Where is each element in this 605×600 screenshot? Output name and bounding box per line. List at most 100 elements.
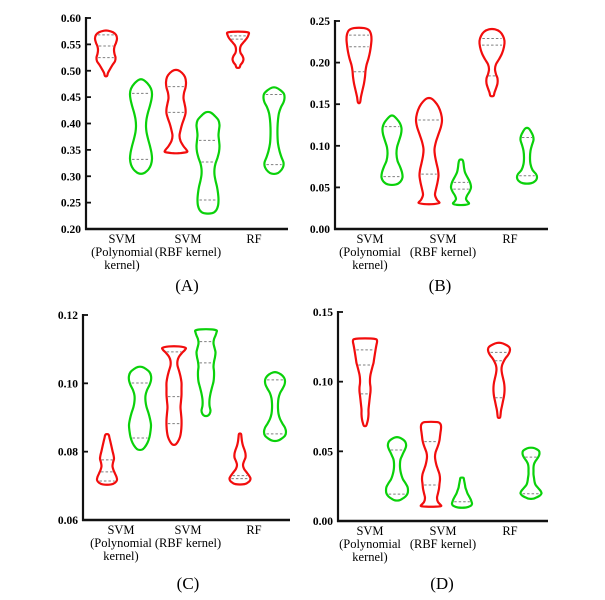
violin-red-2 — [414, 96, 444, 206]
category-label: SVM — [108, 232, 135, 246]
violin-green-5 — [515, 126, 539, 185]
category-label: (RBF kernel) — [155, 536, 221, 550]
category-label: SVM — [174, 523, 201, 537]
y-tick-label: 0.15 — [310, 99, 330, 111]
y-tick-label: 0.12 — [58, 310, 78, 322]
violin-red-0 — [345, 26, 373, 105]
violin-outline — [414, 96, 444, 206]
axes: 0.25 0.20 0.15 0.10 0.05 0.00 — [310, 16, 548, 236]
category-label: kernel) — [103, 549, 138, 563]
y-tick-label: 0.20 — [310, 58, 330, 70]
category-label: (Polynomial — [339, 245, 401, 259]
violin-red-4 — [225, 30, 251, 70]
category-label: RF — [502, 232, 517, 246]
y-tick-label: 0.05 — [310, 182, 330, 194]
category-label: kernel) — [352, 550, 387, 564]
y-tick-label: 0.08 — [58, 447, 78, 459]
violin-green-1 — [380, 114, 404, 186]
violin-red-4 — [478, 27, 506, 98]
panel-label-D: (D) — [430, 574, 454, 593]
y-tick-label: 0.06 — [58, 515, 78, 527]
category-label: (RBF kernel) — [410, 245, 476, 259]
category-label: kernel) — [352, 258, 387, 272]
violin-red-2 — [419, 420, 443, 508]
y-tick-label: 0.05 — [313, 446, 333, 458]
axes: 0.60 0.55 0.50 0.45 0.40 0.35 0.30 0.25 0.20 — [61, 13, 288, 236]
y-tick-label: 0.55 — [61, 39, 81, 51]
violin-outline — [351, 337, 379, 428]
category-label: RF — [246, 232, 261, 246]
violin-outline — [515, 126, 539, 185]
violin-outline — [486, 341, 512, 420]
violin-green-5 — [262, 86, 286, 175]
y-tick-label: 0.45 — [61, 92, 81, 104]
y-tick-label: 0.60 — [61, 13, 81, 25]
category-label: kernel) — [104, 258, 139, 272]
violin-outline — [193, 328, 219, 418]
violin-outline — [195, 110, 221, 215]
violin-outline — [160, 345, 188, 446]
panel-A: 0.60 0.55 0.50 0.45 0.40 0.35 0.30 0.25 0.20 SVM(… — [0, 0, 302, 300]
panel-label-C: (C) — [176, 574, 200, 593]
violin-green-1 — [384, 436, 410, 502]
violin-outline — [384, 436, 410, 502]
y-tick-label: 0.10 — [313, 377, 333, 389]
violin-green-3 — [193, 328, 219, 418]
violin-red-0 — [95, 433, 119, 486]
violin-green-3 — [195, 110, 221, 215]
category-label: RF — [502, 524, 517, 538]
violin-outline — [95, 433, 119, 486]
y-tick-label: 0.30 — [61, 171, 81, 183]
violin-chart-C: 0.120.100.080.06SVM(Polynomialkernel)SVM… — [58, 310, 290, 563]
violin-chart-A: 0.600.550.500.450.400.350.300.250.20SVM(… — [61, 13, 288, 272]
panel-D: 0.15 0.10 0.05 0.00 SVM (Polynomial kernel) SVM… — [302, 300, 605, 600]
category-label: RF — [246, 523, 261, 537]
violin-outline — [128, 78, 154, 175]
violin-outline — [228, 432, 252, 486]
y-tick-label: 0.15 — [313, 307, 333, 319]
y-tick-label: 0.00 — [310, 224, 330, 236]
violin-outline — [519, 446, 543, 500]
category-label: SVM — [174, 232, 201, 246]
category-label: SVM — [429, 232, 456, 246]
violin-green-1 — [128, 78, 154, 175]
violin-red-2 — [163, 68, 189, 155]
y-tick-label: 0.25 — [310, 16, 330, 28]
violin-outline — [380, 114, 404, 186]
category-label: (RBF kernel) — [410, 537, 476, 551]
panel-label-B: (B) — [428, 276, 452, 295]
violin-outline — [127, 365, 153, 451]
axes: 0.12 0.10 0.08 0.06 — [58, 310, 290, 527]
violin-outline — [163, 68, 189, 155]
violin-outline — [93, 29, 119, 78]
y-tick-label: 0.00 — [313, 516, 333, 528]
y-tick-label: 0.35 — [61, 145, 81, 157]
category-label: SVM — [356, 524, 383, 538]
y-tick-label: 0.20 — [61, 224, 81, 236]
category-label: (Polynomial — [90, 536, 152, 550]
panel-C: 0.12 0.10 0.08 0.06 SVM (Polynomial kernel) SVM… — [0, 300, 302, 600]
violin-green-5 — [519, 446, 543, 500]
violin-red-2 — [160, 345, 188, 446]
y-tick-label: 0.10 — [58, 378, 78, 390]
violin-green-3 — [449, 158, 473, 207]
y-tick-label: 0.10 — [310, 141, 330, 153]
violin-outline — [478, 27, 506, 98]
violin-red-0 — [93, 29, 119, 78]
violin-chart-B: 0.250.200.150.100.050.00SVM(Polynomialke… — [310, 16, 548, 272]
violin-chart-D: 0.150.100.050.00SVM(Polynomialkernel)SVM… — [313, 307, 548, 564]
category-label: (Polynomial — [339, 537, 401, 551]
violin-outline — [345, 26, 373, 105]
violin-outline — [225, 30, 251, 70]
violin-outline — [449, 158, 473, 207]
violin-outline — [419, 420, 443, 508]
violin-outline — [450, 476, 474, 509]
violin-red-4 — [486, 341, 512, 420]
category-label: (RBF kernel) — [155, 245, 221, 259]
category-label: SVM — [356, 232, 383, 246]
panel-label-A: (A) — [175, 276, 199, 295]
category-label: SVM — [429, 524, 456, 538]
violin-outline — [262, 371, 288, 443]
panel-B: 0.25 0.20 0.15 0.10 0.05 0.00 SVM (Polynomial ke… — [302, 0, 605, 300]
